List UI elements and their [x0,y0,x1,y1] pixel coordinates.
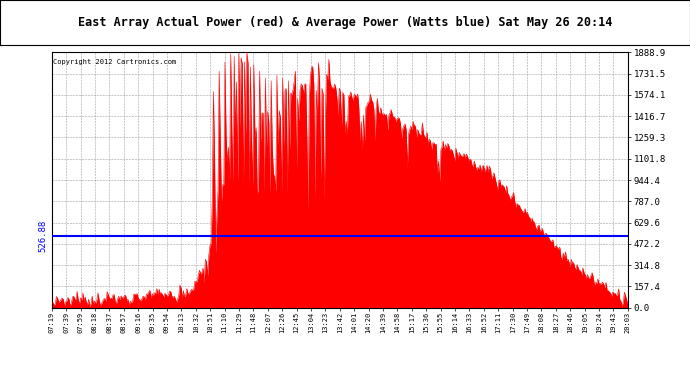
Text: East Array Actual Power (red) & Average Power (Watts blue) Sat May 26 20:14: East Array Actual Power (red) & Average … [78,16,612,29]
Text: Copyright 2012 Cartronics.com: Copyright 2012 Cartronics.com [53,59,176,65]
Text: 526.88: 526.88 [38,220,47,252]
